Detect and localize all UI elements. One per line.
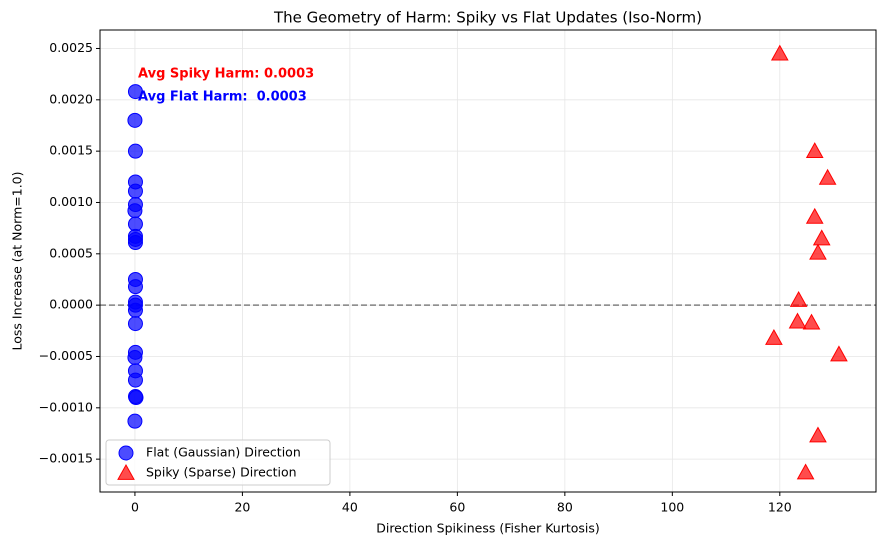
legend-marker — [118, 445, 134, 461]
x-tick-label: 60 — [449, 500, 465, 515]
data-point — [127, 203, 143, 219]
x-tick-label: 80 — [557, 500, 573, 515]
y-tick-label: 0.0005 — [49, 245, 93, 260]
y-tick-label: 0.0000 — [49, 297, 93, 312]
x-tick-label: 20 — [234, 500, 250, 515]
annotation: Avg Spiky Harm: 0.0003 — [138, 67, 314, 82]
data-point — [127, 350, 143, 366]
y-axis-label: Loss Increase (at Norm=1.0) — [10, 172, 25, 351]
data-point — [809, 243, 827, 260]
data-point — [765, 328, 783, 345]
plot-frame — [99, 29, 877, 493]
data-point — [809, 426, 827, 443]
data-point — [127, 413, 143, 429]
data-point — [805, 207, 824, 224]
x-tick-label: 40 — [342, 500, 358, 515]
y-tick-label: −0.0015 — [39, 451, 93, 466]
y-tick-label: 0.0025 — [49, 40, 93, 55]
data-point — [127, 302, 143, 318]
data-point — [812, 229, 831, 246]
x-tick-label: 0 — [131, 500, 139, 515]
data-point — [127, 84, 143, 100]
y-tick-label: 0.0015 — [49, 143, 93, 158]
legend-label: Spiky (Sparse) Direction — [146, 465, 297, 480]
data-point — [127, 316, 143, 332]
data-point — [788, 312, 807, 329]
data-point — [830, 345, 848, 362]
chart-title: The Geometry of Harm: Spiky vs Flat Upda… — [273, 9, 702, 27]
data-point — [127, 372, 143, 388]
y-tick-label: 0.0020 — [49, 91, 93, 106]
data-point — [128, 390, 144, 406]
y-tick-label: −0.0005 — [39, 348, 93, 363]
legend-marker — [117, 463, 135, 480]
x-tick-label: 100 — [660, 500, 684, 515]
data-point — [818, 168, 837, 185]
data-point — [796, 463, 815, 480]
data-point — [802, 313, 821, 330]
data-point — [805, 142, 824, 159]
data-point — [127, 279, 143, 295]
legend-label: Flat (Gaussian) Direction — [146, 445, 301, 460]
data-point — [127, 183, 143, 199]
y-tick-label: 0.0010 — [49, 194, 93, 209]
data-point — [770, 44, 789, 61]
annotation: Avg Flat Harm: 0.0003 — [138, 90, 307, 105]
y-tick-label: −0.0010 — [39, 399, 93, 414]
data-point — [789, 290, 808, 307]
x-tick-label: 120 — [768, 500, 792, 515]
data-point — [127, 235, 143, 251]
data-point — [127, 143, 143, 159]
legend-box — [105, 439, 331, 486]
data-point — [127, 112, 143, 128]
x-axis-label: Direction Spikiness (Fisher Kurtosis) — [376, 521, 600, 536]
